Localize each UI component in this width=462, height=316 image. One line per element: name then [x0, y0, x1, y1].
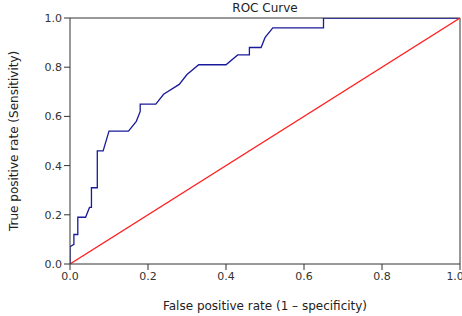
svg-text:0.8: 0.8 — [373, 270, 391, 283]
svg-text:0.0: 0.0 — [45, 258, 63, 271]
html-text:ROC Curve: ROC Curve — [232, 1, 298, 15]
svg-text:0.6: 0.6 — [295, 270, 313, 283]
svg-text:False positive rate (1 – speci: False positive rate (1 – specificity) — [163, 299, 367, 313]
svg-text:1.0: 1.0 — [45, 12, 63, 25]
svg-text:0.4: 0.4 — [45, 160, 63, 173]
svg-text:0.0: 0.0 — [61, 270, 79, 283]
svg-text:1.0: 1.0 — [446, 270, 454, 283]
svg-text:0.8: 0.8 — [45, 61, 63, 74]
svg-text:0.2: 0.2 — [139, 270, 157, 283]
svg-text:0.6: 0.6 — [45, 110, 63, 123]
svg-text:0.2: 0.2 — [45, 209, 63, 222]
svg-text:0.4: 0.4 — [217, 270, 235, 283]
svg-text:True positive rate (Sensitivit: True positive rate (Sensitivity) — [8, 51, 21, 232]
